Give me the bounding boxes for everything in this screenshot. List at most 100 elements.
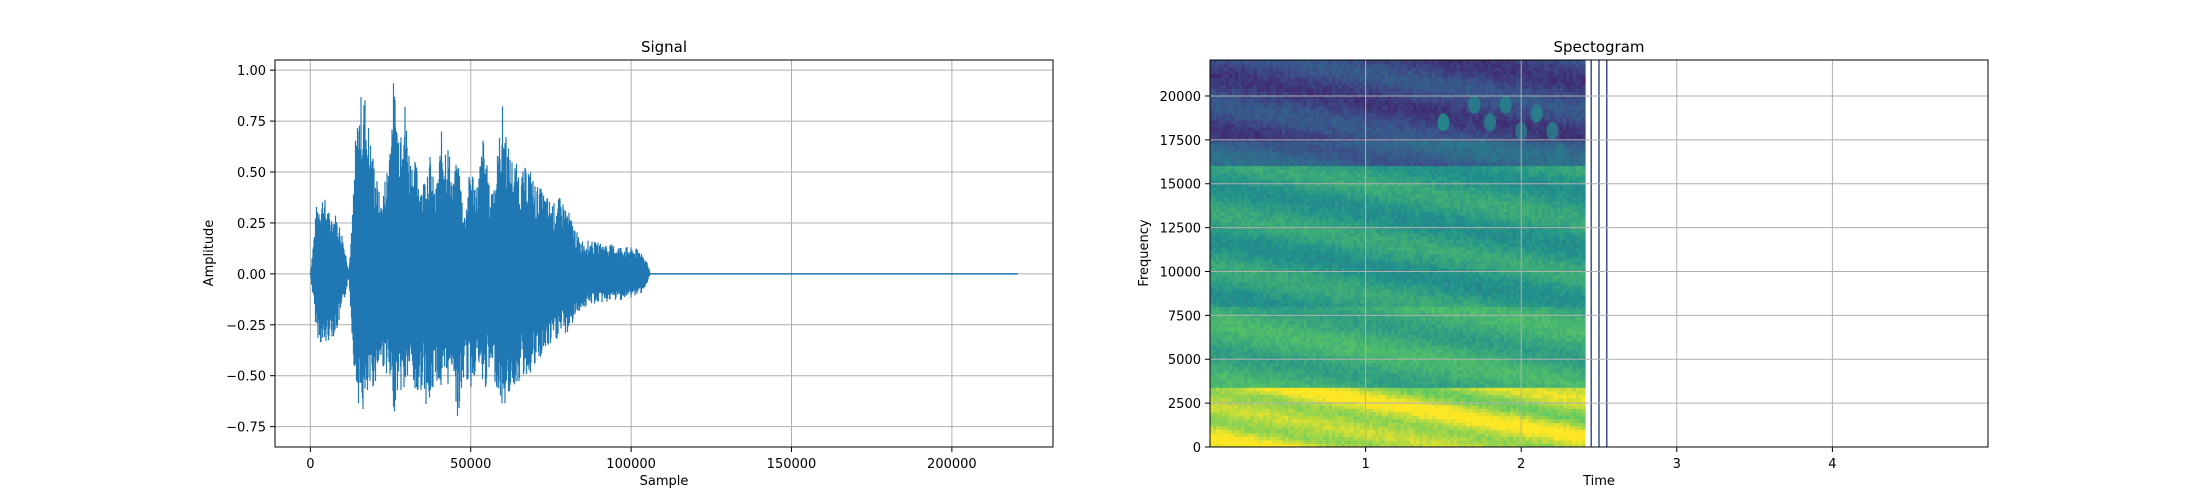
- spectrogram-cell: [1316, 383, 1320, 388]
- spectrogram-cell: [1316, 330, 1320, 335]
- spectrogram-cell: [1241, 133, 1245, 138]
- spectrogram-cell: [1310, 394, 1314, 399]
- spectrogram-cell: [1294, 299, 1299, 304]
- spectrogram-cell: [1285, 235, 1289, 240]
- spectrogram-cell: [1347, 306, 1352, 311]
- spectrogram-cell: [1338, 260, 1342, 265]
- spectrogram-cell: [1247, 119, 1252, 124]
- spectrogram-cell: [1288, 63, 1292, 68]
- spectrogram-cell: [1344, 274, 1349, 279]
- spectrogram-cell: [1297, 422, 1302, 427]
- spectrogram-cell: [1222, 172, 1227, 177]
- spectrogram-cell: [1288, 260, 1292, 265]
- spectrogram-cell: [1310, 158, 1314, 163]
- spectrogram-cell: [1297, 169, 1302, 174]
- spectrogram-cell: [1341, 369, 1345, 374]
- spectrogram-cell: [1278, 116, 1283, 121]
- spectrogram-cell: [1319, 264, 1324, 269]
- spectrogram-cell: [1219, 429, 1224, 434]
- spectrogram-cell: [1347, 95, 1352, 100]
- spectrogram-cell: [1291, 144, 1295, 149]
- spectrogram-cell: [1250, 334, 1255, 339]
- spectrogram-cell: [1347, 123, 1352, 128]
- spectrogram-cell: [1269, 81, 1274, 86]
- spectrogram-cell: [1260, 246, 1264, 251]
- spectrogram-cell: [1335, 190, 1339, 195]
- spectrogram-cell: [1291, 250, 1295, 255]
- spectrogram-cell: [1313, 112, 1317, 117]
- spectrogram-cell: [1263, 260, 1267, 265]
- spectrogram-cell: [1219, 88, 1224, 93]
- spectrogram-cell: [1306, 123, 1311, 128]
- spectrogram-cell: [1322, 169, 1327, 174]
- spectrogram-cell: [1347, 84, 1352, 89]
- spectrogram-cell: [1213, 84, 1217, 89]
- spectrogram-cell: [1338, 345, 1342, 350]
- spectrogram-cell: [1341, 436, 1345, 441]
- spectrogram-cell: [1281, 179, 1286, 184]
- spectrogram-cell: [1328, 70, 1333, 75]
- spectrogram-cell: [1210, 109, 1214, 114]
- spectrogram-cell: [1269, 204, 1274, 209]
- spectrogram-cell: [1247, 60, 1252, 65]
- spectrogram-cell: [1210, 271, 1214, 276]
- spectrogram-cell: [1241, 88, 1245, 93]
- spectrogram-cell: [1275, 327, 1280, 332]
- spectrogram-cell: [1338, 309, 1342, 314]
- spectrogram-cell: [1325, 373, 1330, 378]
- spectrogram-cell: [1225, 176, 1230, 181]
- spectrogram-cell: [1263, 211, 1267, 216]
- spectrogram-cell: [1322, 320, 1327, 325]
- spectrogram-cell: [1291, 359, 1295, 364]
- spectrogram-cell: [1285, 172, 1289, 177]
- spectrogram-cell: [1325, 320, 1330, 325]
- spectrogram-cell: [1313, 330, 1317, 335]
- spectrogram-cell: [1313, 369, 1317, 374]
- spectrogram-cell: [1253, 253, 1258, 258]
- spectrogram-cell: [1225, 70, 1230, 75]
- spectrogram-cell: [1331, 140, 1336, 145]
- spectrogram-cell: [1269, 327, 1274, 332]
- spectrogram-cell: [1331, 411, 1336, 416]
- spectrogram-cell: [1219, 369, 1224, 374]
- spectrogram-cell: [1328, 158, 1333, 163]
- spectrogram-cell: [1306, 183, 1311, 188]
- spectrogram-cell: [1281, 102, 1286, 107]
- spectrogram-cell: [1219, 190, 1224, 195]
- spectrogram-cell: [1344, 190, 1349, 195]
- spectrogram-cell: [1266, 70, 1270, 75]
- spectrogram-cell: [1331, 250, 1336, 255]
- spectrogram-cell: [1310, 144, 1314, 149]
- spectrogram-cell: [1250, 123, 1255, 128]
- spectrogram-cell: [1260, 369, 1264, 374]
- spectrogram-cell: [1275, 383, 1280, 388]
- spectrogram-cell: [1250, 98, 1255, 103]
- spectrogram-cell: [1219, 214, 1224, 219]
- spectrogram-cell: [1213, 359, 1217, 364]
- spectrogram-cell: [1328, 91, 1333, 96]
- spectrogram-cell: [1216, 295, 1220, 300]
- spectrogram-cell: [1210, 218, 1214, 223]
- spectrogram-cell: [1331, 176, 1336, 181]
- spectrogram-cell: [1219, 63, 1224, 68]
- spectrogram-cell: [1341, 151, 1345, 156]
- spectrogram-cell: [1281, 355, 1286, 360]
- spectrogram-cell: [1306, 88, 1311, 93]
- spectrogram-cell: [1235, 112, 1239, 117]
- spectrogram-cell: [1225, 295, 1230, 300]
- spectrogram-cell: [1253, 306, 1258, 311]
- spectrogram-cell: [1272, 373, 1277, 378]
- spectrogram-cell: [1250, 302, 1255, 307]
- spectrogram-cell: [1306, 320, 1311, 325]
- spectrogram-cell: [1219, 404, 1224, 409]
- spectrogram-cell: [1275, 429, 1280, 434]
- spectrogram-cell: [1213, 91, 1217, 96]
- spectrogram-cell: [1341, 109, 1345, 114]
- spectrogram-cell: [1297, 74, 1302, 79]
- spectrogram-cell: [1235, 359, 1239, 364]
- spectrogram-cell: [1260, 436, 1264, 441]
- spectrogram-cell: [1216, 91, 1220, 96]
- spectrogram-cell: [1244, 292, 1249, 297]
- spectrogram-cell: [1300, 281, 1305, 286]
- spectrogram-cell: [1347, 411, 1352, 416]
